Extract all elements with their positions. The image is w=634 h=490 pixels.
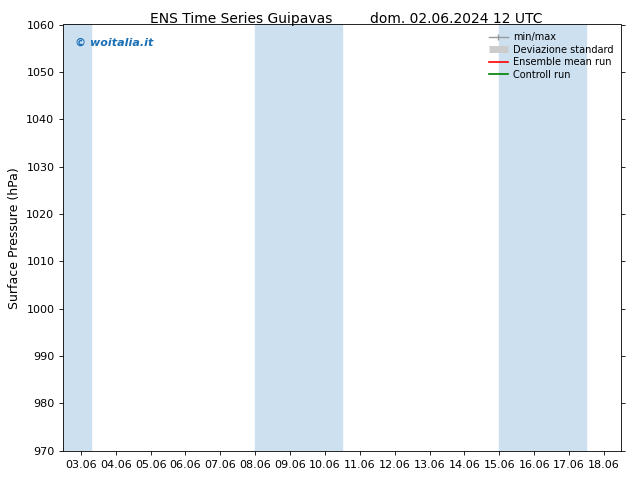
Text: ENS Time Series Guipavas: ENS Time Series Guipavas xyxy=(150,12,332,26)
Bar xyxy=(63,24,91,451)
Legend: min/max, Deviazione standard, Ensemble mean run, Controll run: min/max, Deviazione standard, Ensemble m… xyxy=(486,29,616,82)
Bar xyxy=(500,24,586,451)
Text: dom. 02.06.2024 12 UTC: dom. 02.06.2024 12 UTC xyxy=(370,12,543,26)
Bar xyxy=(255,24,342,451)
Y-axis label: Surface Pressure (hPa): Surface Pressure (hPa) xyxy=(8,167,21,309)
Text: © woitalia.it: © woitalia.it xyxy=(75,37,153,48)
